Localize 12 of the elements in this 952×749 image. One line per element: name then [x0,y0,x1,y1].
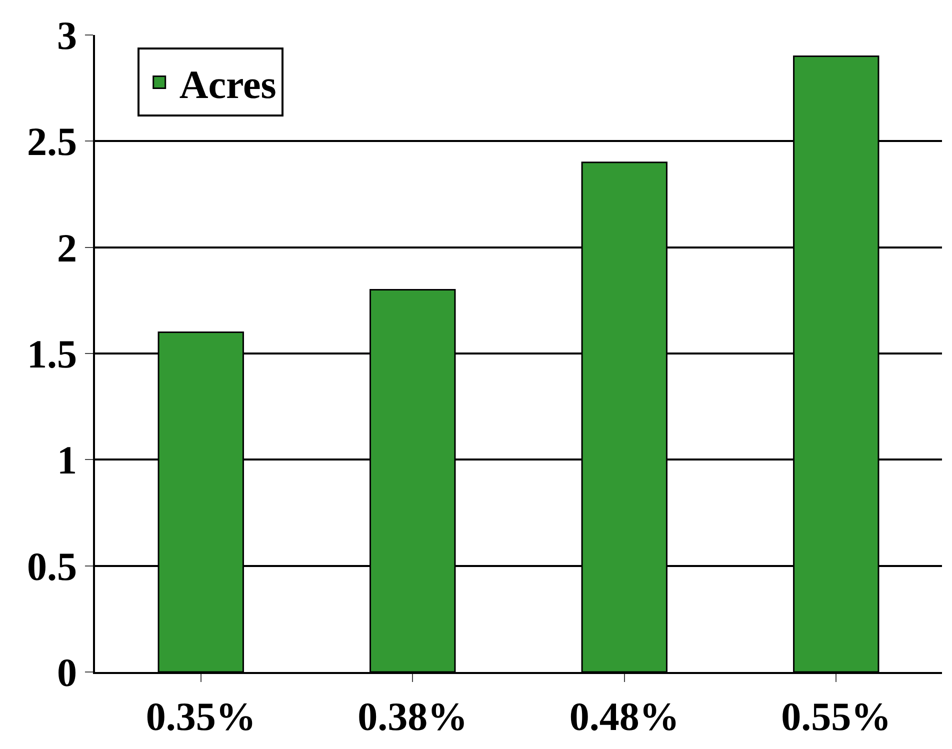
y-tick-label: 2.5 [27,119,77,164]
y-tick-label: 3 [57,13,77,58]
y-tick-label: 0.5 [27,544,77,589]
y-tick-label: 0 [57,650,77,695]
x-tick-label: 0.55% [781,694,892,739]
x-tick-label: 0.38% [358,694,468,739]
y-tick-label: 1 [57,438,77,483]
x-tick-label: 0.48% [569,694,680,739]
legend-label: Acres [179,62,276,107]
x-tick-label: 0.35% [146,694,256,739]
y-tick-label: 2 [57,225,77,270]
y-tick-label: 1.5 [27,332,77,376]
